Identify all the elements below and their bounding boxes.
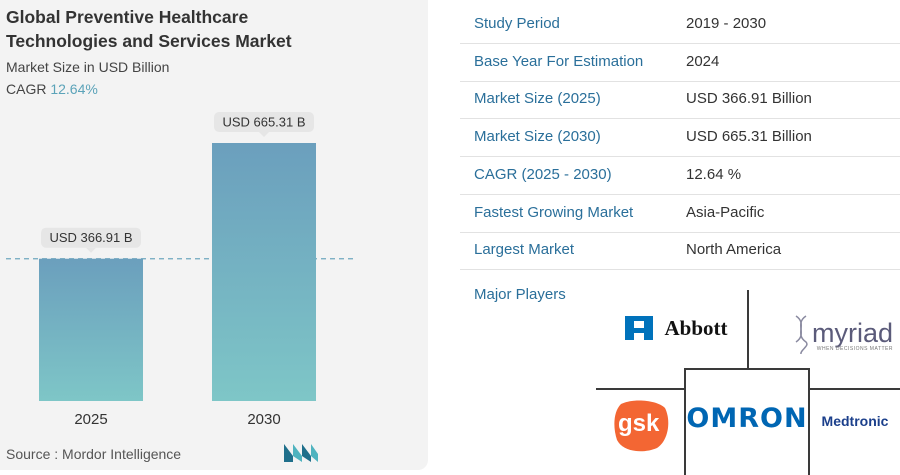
myriad-tagline: WHEN DECISIONS MATTER — [816, 345, 893, 352]
x-tick-label: 2030 — [247, 411, 280, 428]
info-value: 2019 - 2030 — [686, 15, 767, 32]
abbott-logo: Abbott — [610, 308, 740, 348]
info-label: CAGR (2025 - 2030) — [474, 165, 612, 183]
data-label-pointer — [86, 247, 96, 253]
info-label: Market Size (2025) — [474, 90, 601, 108]
omron-logo-text: OMRON — [686, 402, 808, 434]
info-value: North America — [686, 241, 782, 259]
info-row: CAGR (2025 - 2030) 12.64 % — [460, 157, 900, 195]
data-label: USD 366.91 B — [49, 230, 132, 245]
cagr-value: 12.64% — [50, 81, 98, 97]
medtronic-logo-text: Medtronic — [821, 413, 889, 429]
info-row: Market Size (2025) USD 366.91 Billion — [460, 81, 900, 120]
bar-2025 — [39, 258, 143, 401]
data-label-background — [41, 227, 141, 248]
logo-divider — [684, 368, 809, 370]
chart-title: Global Preventive Healthcare Technologie… — [6, 5, 326, 53]
info-row: Study Period 2019 - 2030 — [460, 6, 900, 44]
info-label: Largest Market — [474, 241, 575, 259]
bar-2030 — [212, 143, 316, 401]
info-label: Base Year For Estimation — [474, 52, 644, 70]
data-label: USD 665.31 B — [222, 115, 305, 130]
info-value: USD 366.91 Billion — [686, 90, 812, 108]
gsk-logo: gsk — [612, 398, 672, 454]
logo-divider — [747, 290, 749, 368]
medtronic-logo: Medtronic — [812, 408, 898, 434]
info-value: Asia-Pacific — [686, 203, 765, 221]
info-row: Fastest Growing Market Asia-Pacific — [460, 195, 900, 233]
info-row: Base Year For Estimation 2024 — [460, 44, 900, 82]
info-row: Market Size (2030) USD 665.31 Billion — [460, 119, 900, 158]
abbott-mark-icon — [625, 316, 654, 340]
gsk-badge-icon — [614, 400, 669, 452]
logo-divider — [596, 388, 686, 390]
cagr-line: CAGR 12.64% — [6, 81, 98, 97]
abbott-logo-text: Abbott — [664, 315, 728, 340]
chart-title-line2: Technologies and Services Market — [6, 31, 292, 51]
myriad-logo-text: myriad — [811, 318, 893, 348]
info-label: Market Size (2030) — [474, 128, 601, 146]
myriad-logo: myriad WHEN DECISIONS MATTER — [758, 305, 893, 360]
data-label-background — [214, 112, 314, 132]
omron-logo: OMRON — [686, 398, 808, 438]
logo-divider — [808, 388, 900, 390]
mordor-logo-icon — [284, 444, 318, 462]
info-row: Largest Market North America — [460, 232, 900, 271]
chart-title-line1: Global Preventive Healthcare — [6, 7, 249, 27]
cagr-label: CAGR — [6, 81, 47, 97]
info-value: 12.64 % — [686, 165, 742, 183]
info-label: Fastest Growing Market — [474, 203, 634, 221]
logo-divider — [684, 368, 686, 475]
data-label-pointer — [259, 132, 269, 137]
bar-chart: USD 366.91 B 2025 USD 665.31 B 2030 — [6, 112, 354, 428]
info-value: 2024 — [686, 52, 720, 70]
major-players-label: Major Players — [474, 286, 566, 303]
source-text: Source : Mordor Intelligence — [6, 446, 182, 462]
info-label: Study Period — [474, 15, 560, 32]
chart-panel: Global Preventive Healthcare Technologie… — [0, 0, 428, 470]
chart-subtitle: Market Size in USD Billion — [6, 59, 170, 75]
gsk-logo-text: gsk — [618, 410, 660, 437]
x-tick-label: 2025 — [74, 411, 107, 428]
info-value: USD 665.31 Billion — [686, 128, 812, 146]
info-panel: Study Period 2019 - 2030 Base Year For Est… — [460, 0, 900, 475]
logo-divider — [808, 368, 810, 475]
dna-helix-icon — [795, 314, 808, 354]
